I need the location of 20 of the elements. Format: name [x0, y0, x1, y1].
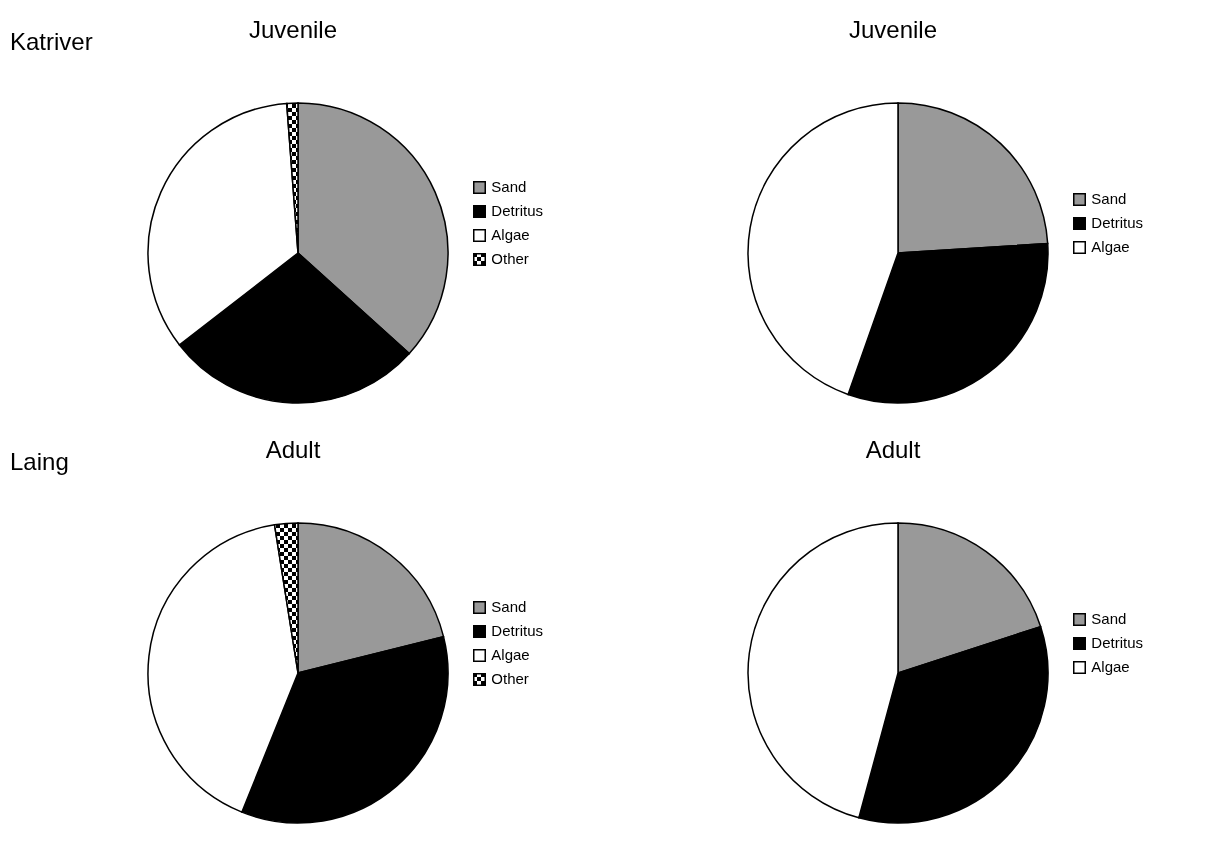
- legend-label: Algae: [491, 645, 530, 665]
- legend-label: Detritus: [1091, 633, 1143, 653]
- legend-label: Sand: [491, 597, 527, 617]
- chart-title: Adult: [864, 436, 922, 464]
- legend-label: Algae: [491, 225, 530, 245]
- legend-label: Detritus: [491, 621, 543, 641]
- legend-label: Sand: [1091, 189, 1127, 209]
- legend-label: Sand: [491, 177, 527, 197]
- legend-label: Other: [491, 669, 529, 689]
- text: Laing: [10, 448, 69, 476]
- chart-title: Juvenile: [847, 16, 939, 44]
- legend-label: Algae: [1091, 237, 1130, 257]
- legend-label: Sand: [1091, 609, 1127, 629]
- legend-label: Detritus: [1091, 213, 1143, 233]
- text: Katriver: [10, 28, 93, 56]
- legend-label: Other: [491, 249, 529, 269]
- legend-label: Detritus: [491, 201, 543, 221]
- legend-label: Algae: [1091, 657, 1130, 677]
- chart-title: Juvenile: [247, 16, 339, 44]
- chart-title: Adult: [264, 436, 322, 464]
